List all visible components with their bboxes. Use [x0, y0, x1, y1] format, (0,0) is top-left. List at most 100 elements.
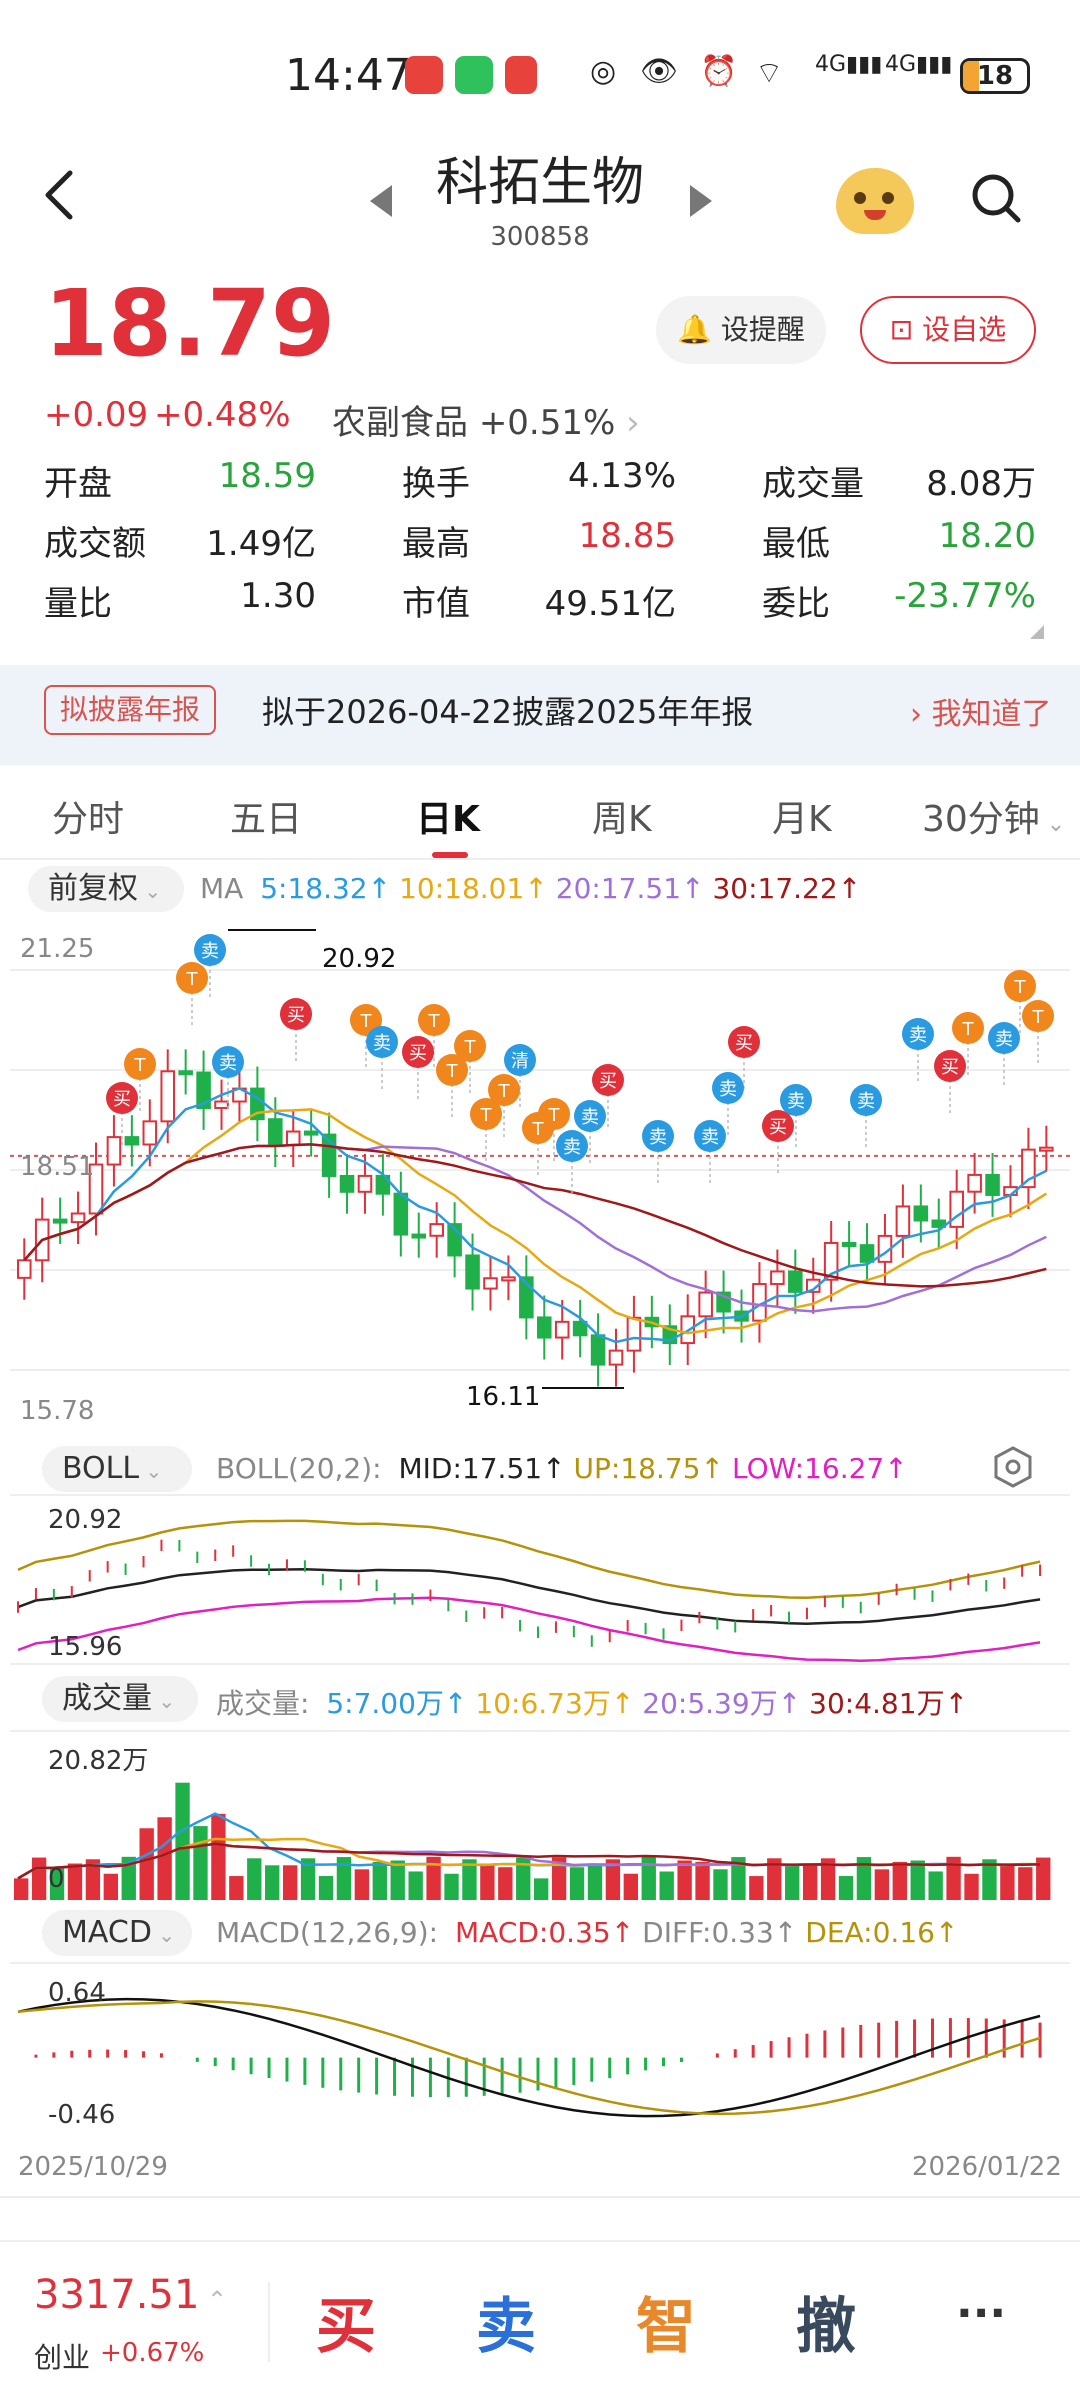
trade-marker-label: 卖	[909, 1025, 927, 1046]
volume-bar	[677, 1860, 692, 1900]
stat-value: 1.30	[240, 576, 316, 616]
volume-bar	[516, 1857, 531, 1900]
volume-bar	[551, 1857, 567, 1900]
candle	[949, 1190, 964, 1228]
smart-order-button[interactable]: 智	[636, 2292, 696, 2362]
volume-bar	[426, 1856, 441, 1900]
volume-bar	[623, 1873, 638, 1900]
macd-chart[interactable]	[0, 1962, 1080, 2132]
wifi-icon: ⌔	[755, 56, 784, 91]
volume-chart[interactable]	[0, 1730, 1080, 1900]
trade-marker-label: T	[498, 1081, 511, 1102]
volume-bar	[14, 1878, 29, 1900]
tab-intraday[interactable]: 分时	[52, 799, 125, 840]
stat-value: 49.51亿	[544, 584, 676, 624]
set-alert-button[interactable]: 🔔 设提醒	[656, 296, 826, 364]
trade-marker	[366, 1026, 398, 1058]
trade-marker	[556, 1130, 588, 1162]
candle	[572, 1320, 588, 1337]
candle	[770, 1270, 785, 1286]
sector-link[interactable]: 农副食品 +0.51% ›	[332, 403, 640, 443]
candle	[931, 1219, 947, 1228]
trade-marker	[902, 1018, 934, 1050]
volume-bar	[444, 1873, 459, 1900]
volume-bar	[659, 1871, 674, 1900]
stock-code: 300858	[490, 222, 590, 252]
volume-bar	[569, 1867, 585, 1900]
next-stock-icon[interactable]	[690, 185, 712, 217]
mascot-icon[interactable]	[836, 168, 914, 234]
trade-marker	[176, 962, 208, 994]
candle	[88, 1163, 104, 1215]
indicator-dropdown-boll[interactable]: BOLL ⌄	[42, 1446, 192, 1492]
chart-period-tabs: 分时 五日 日K 周K 月K 30分钟 ⌄	[0, 790, 1080, 860]
indicator-dropdown-macd[interactable]: MACD ⌄	[42, 1910, 192, 1956]
boll-values-row: BOLL(20,2): MID:17.51↑ UP:18.75↑ LOW:16.27…	[216, 1452, 908, 1485]
kline-chart[interactable]: 卖T买T 卖买 T T卖买 TT 清TT TT买卖卖卖卖买卖卖买卖卖买T 卖TT	[0, 910, 1080, 1430]
boll-chart[interactable]	[0, 1494, 1080, 1666]
search-icon[interactable]	[970, 172, 1022, 224]
alarm-icon: ⏰	[700, 54, 738, 89]
macd-values-row: MACD(12,26,9): MACD:0.35↑ DIFF:0.33↑ DEA:0…	[216, 1916, 959, 1949]
notice-bar[interactable]: 拟披露年报 拟于2026-04-22披露2025年年报 › 我知道了	[0, 665, 1080, 765]
expand-corner-icon[interactable]	[1030, 625, 1044, 639]
volume-bar	[785, 1865, 800, 1900]
price-change-pct: +0.48%	[154, 395, 291, 435]
volume-bar	[372, 1861, 387, 1900]
tab-monthly-k[interactable]: 月K	[772, 799, 832, 840]
volume-bar	[498, 1867, 513, 1900]
indicator-dropdown-volume[interactable]: 成交量 ⌄	[42, 1676, 198, 1722]
trade-marker-label: 买	[769, 1117, 787, 1138]
trade-marker-label: 卖	[201, 941, 219, 962]
trade-marker-label: 买	[409, 1043, 427, 1064]
buy-button[interactable]: 买	[316, 2292, 376, 2362]
back-icon[interactable]	[40, 165, 80, 225]
hd-icon: ◎	[590, 54, 617, 89]
adjust-mode-dropdown[interactable]: 前复权 ⌄	[28, 866, 184, 912]
candle	[698, 1291, 713, 1318]
settings-hex-icon[interactable]	[988, 1442, 1038, 1492]
macd-y-top: 0.64	[48, 1978, 106, 2008]
volume-bar	[749, 1876, 764, 1900]
tab-weekly-k[interactable]: 周K	[592, 799, 652, 840]
eye-icon: 👁	[640, 54, 679, 89]
macd-value-0: MACD:0.35↑	[455, 1916, 635, 1949]
trade-marker-label: T	[428, 1011, 441, 1032]
tab-five-day[interactable]: 五日	[230, 799, 303, 840]
trade-marker	[934, 1050, 966, 1082]
trade-marker	[350, 1004, 382, 1036]
boll-value-0: MID:17.51↑	[398, 1452, 566, 1485]
candle	[859, 1244, 875, 1263]
candle	[788, 1270, 803, 1293]
notice-dismiss-button[interactable]: › 我知道了	[910, 697, 1052, 732]
tab-30min[interactable]: 30分钟 ⌄	[922, 799, 1066, 840]
index-value[interactable]: 3317.51 ⌃	[34, 2272, 228, 2318]
trade-marker-label: 买	[599, 1071, 617, 1092]
candle	[913, 1205, 929, 1222]
volume-bar	[874, 1869, 890, 1900]
tab-daily-k[interactable]: 日K	[416, 799, 480, 840]
trade-marker	[952, 1012, 984, 1044]
bottom-separator	[268, 2282, 270, 2362]
macd-y-bottom: -0.46	[48, 2100, 116, 2130]
kline-high-mark: 20.92	[322, 944, 397, 974]
volume-bar	[336, 1857, 352, 1900]
signal-icon-2: 4G▮▮▮	[885, 52, 953, 77]
prev-stock-icon[interactable]	[370, 185, 392, 217]
boll-value-1: UP:18.75↑	[573, 1452, 724, 1485]
trade-marker-label: 卖	[719, 1079, 737, 1100]
trade-marker-label: T	[446, 1061, 459, 1082]
more-button[interactable]: ···	[956, 2288, 1007, 2339]
volume-bar	[856, 1857, 872, 1900]
volume-bar	[247, 1858, 262, 1900]
volume-bar	[318, 1876, 334, 1900]
trade-marker	[418, 1004, 450, 1036]
volume-bar	[982, 1859, 997, 1900]
ma-value-3: 30:17.22↑	[712, 872, 862, 905]
ma-value-0: 5:18.32↑	[260, 872, 392, 905]
volume-bar	[641, 1856, 656, 1900]
cancel-order-button[interactable]: 撤	[796, 2292, 856, 2362]
add-watchlist-button[interactable]: ⊡ 设自选	[860, 296, 1036, 364]
sell-button[interactable]: 卖	[476, 2292, 536, 2362]
